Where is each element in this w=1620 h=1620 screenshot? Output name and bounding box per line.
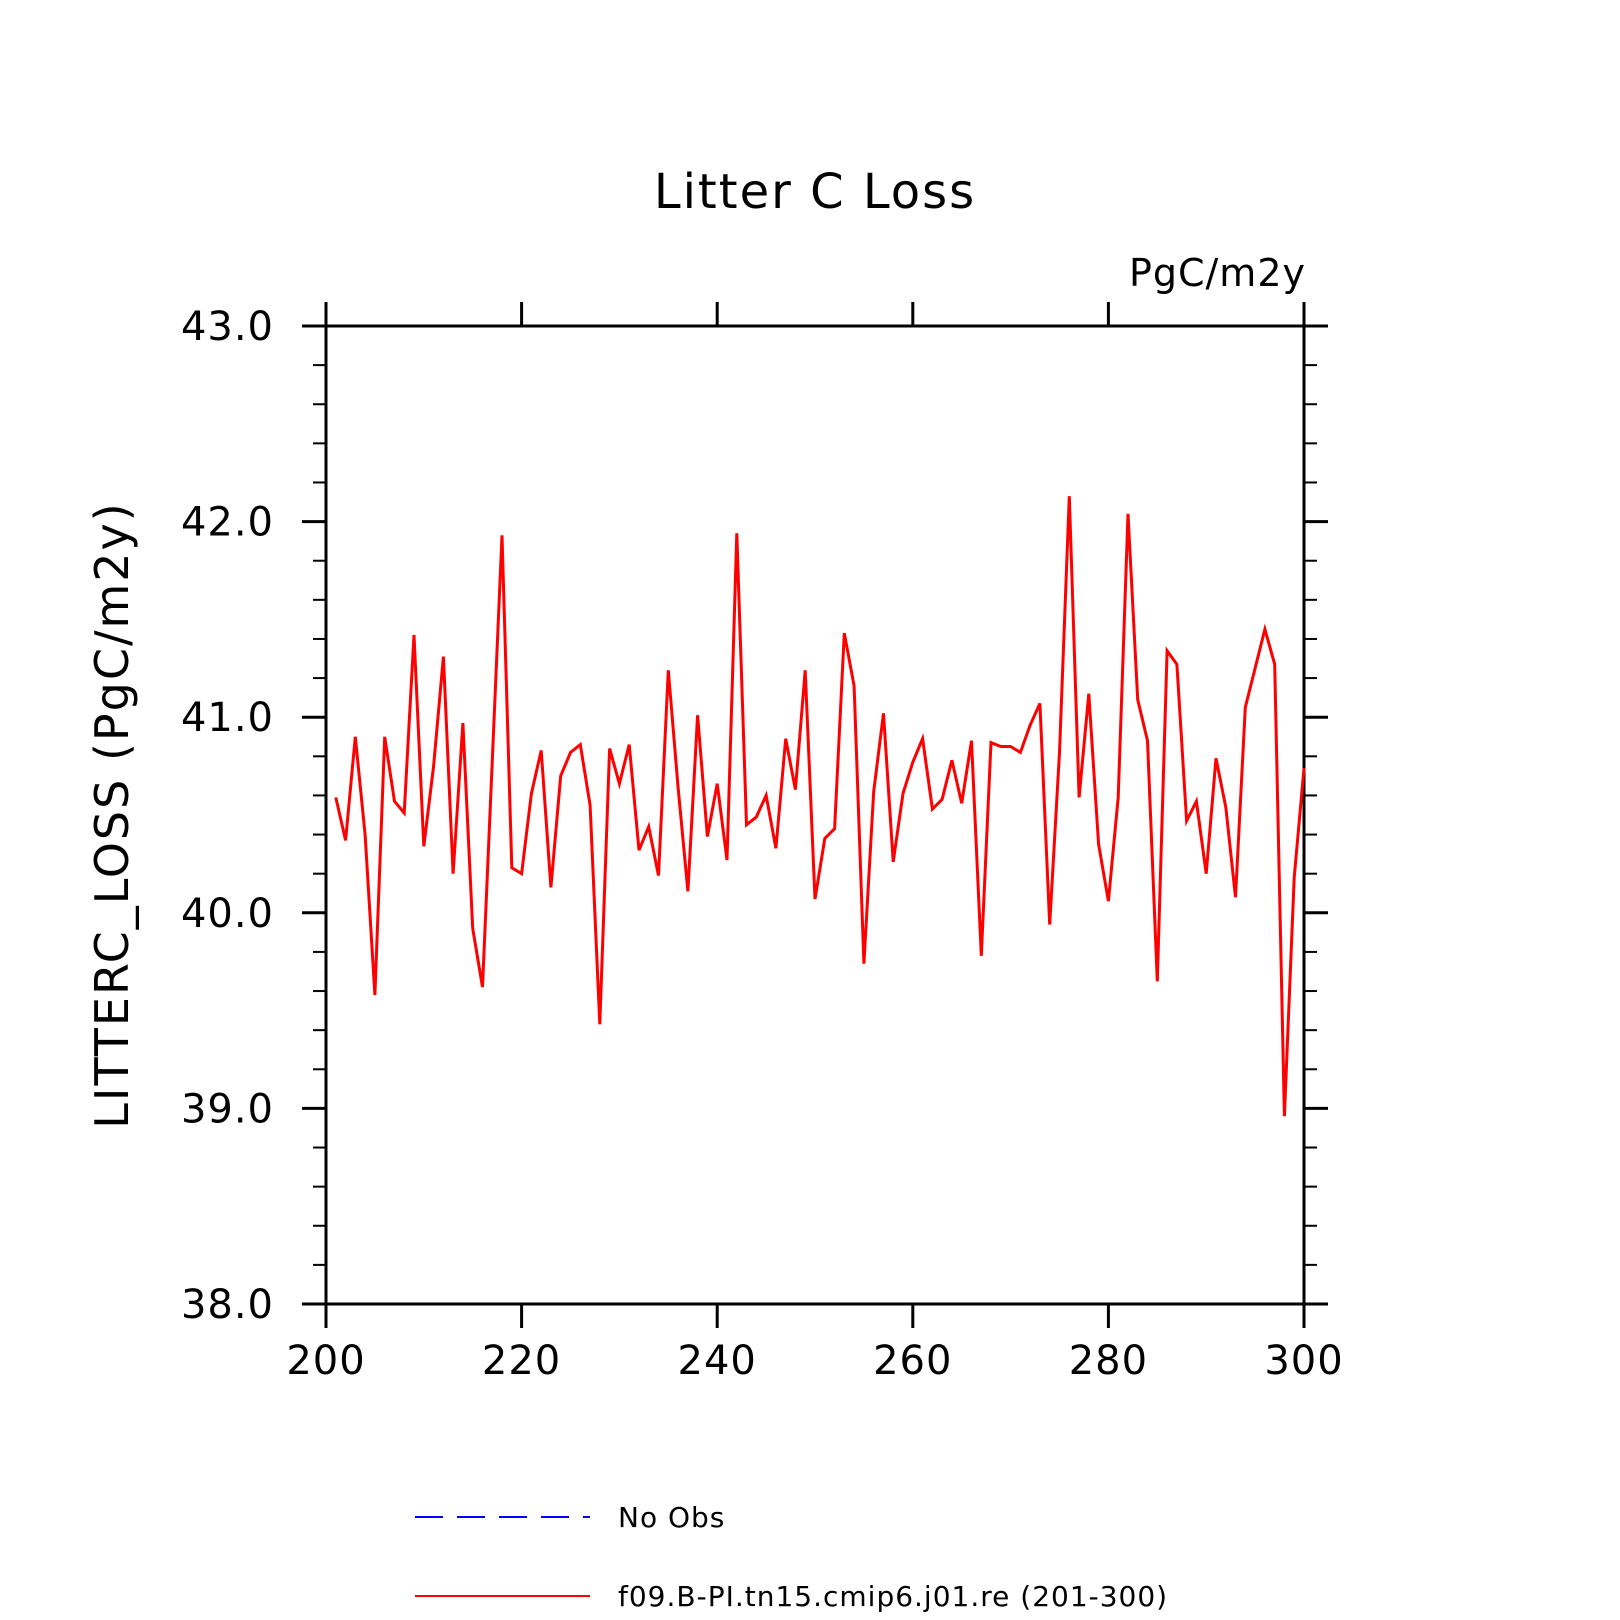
x-tick-label-260: 260 (873, 1338, 952, 1384)
y-tick-label-41: 41.0 (181, 695, 274, 741)
legend: No Obs f09.B-PI.tn15.cmip6.j01.re (201-3… (415, 1501, 1168, 1613)
x-tick-label-280: 280 (1069, 1338, 1148, 1384)
legend-entry-no-obs: No Obs (415, 1501, 725, 1534)
legend-label-no-obs: No Obs (618, 1501, 725, 1534)
series-layer (334, 496, 1306, 1117)
axis-tick-labels: 200 220 240 260 280 300 38.0 39.0 40.0 41.0 42.0 43… (181, 304, 1343, 1384)
y-axis-label: LITTERC_LOSS (PgC/m2y) (85, 501, 139, 1128)
x-tick-label-200: 200 (286, 1338, 365, 1384)
y-tick-label-40: 40.0 (181, 891, 274, 937)
legend-entry-model: f09.B-PI.tn15.cmip6.j01.re (201-300) (415, 1580, 1168, 1613)
x-tick-label-300: 300 (1264, 1338, 1343, 1384)
series-line-1 (334, 496, 1306, 1117)
x-tick-label-240: 240 (678, 1338, 757, 1384)
chart-title: Litter C Loss (654, 164, 976, 220)
units-label: PgC/m2y (1129, 251, 1306, 295)
y-tick-label-38: 38.0 (181, 1282, 274, 1328)
y-tick-label-39: 39.0 (181, 1086, 274, 1132)
y-tick-label-43: 43.0 (181, 304, 274, 350)
x-tick-label-220: 220 (482, 1338, 561, 1384)
y-tick-label-42: 42.0 (181, 500, 274, 546)
axis-ticks (302, 302, 1328, 1328)
legend-label-model: f09.B-PI.tn15.cmip6.j01.re (201-300) (618, 1580, 1168, 1613)
plot-frame (324, 324, 1306, 1306)
